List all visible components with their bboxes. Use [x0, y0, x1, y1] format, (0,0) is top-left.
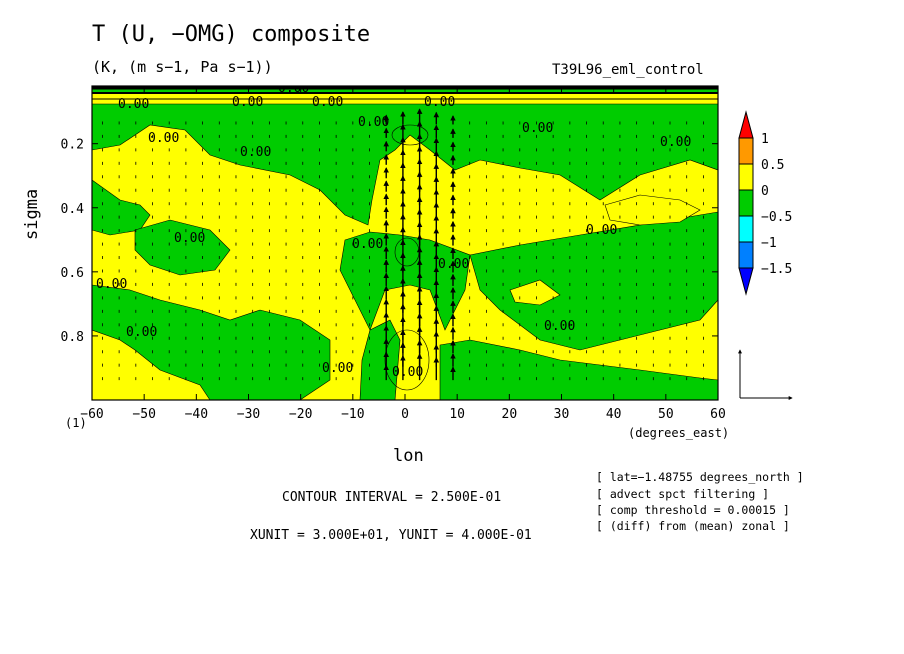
x-tick-label: −30 — [237, 407, 260, 422]
x-tick-label: 0 — [401, 407, 409, 422]
vector-units: XUNIT = 3.000E+01, YUNIT = 4.000E-01 — [250, 528, 532, 543]
x-tick-label: −20 — [289, 407, 312, 422]
neg-region-left-mid — [92, 179, 151, 236]
colorbar-top-triangle — [738, 110, 754, 139]
contour-label: 0.00 — [278, 81, 309, 96]
colorbar-bottom-triangle — [738, 267, 754, 296]
colorbar-label: 0 — [761, 184, 769, 199]
colorbar-label: −1.5 — [761, 262, 792, 277]
pos-pocket-right — [509, 279, 561, 306]
note-filtering: [ advect spct filtering ] — [596, 487, 770, 501]
colorbar: 1 0.5 0 −0.5 −1 −1.5 — [738, 110, 792, 296]
contour-label: 0.00 — [148, 131, 179, 146]
contour-label: 0.00 — [312, 95, 343, 110]
contour-label: 0.00 — [358, 115, 389, 130]
colorbar-segment — [738, 215, 754, 243]
contour-label: 0.00 — [660, 135, 691, 150]
note-diff: [ (diff) from (mean) zonal ] — [596, 519, 790, 533]
y-tick-label: 0.4 — [61, 202, 85, 217]
colorbar-label: 1 — [761, 132, 769, 147]
x-tick-label: 40 — [606, 407, 622, 422]
neg-region-right — [469, 211, 718, 351]
wind-vectors — [102, 108, 704, 381]
chart-units: (K, (m s−1, Pa s−1)) — [92, 58, 273, 76]
x-axis: −60 −50 −40 −30 −20 −10 0 10 20 30 40 50 60 — [80, 86, 726, 422]
contour-label: 0.00 — [232, 95, 263, 110]
y-axis: 0.2 0.4 0.6 0.8 — [61, 138, 718, 345]
contour-label: 0.00 — [322, 361, 353, 376]
x-tick-label: 30 — [554, 407, 570, 422]
x-tick-label: 50 — [658, 407, 674, 422]
contour-labels: 0.000.000.000.000.000.000.000.000.000.00… — [96, 81, 691, 380]
neg-region-lower-left — [92, 284, 331, 400]
x-tick-label: −40 — [185, 407, 208, 422]
contour-label: 0.00 — [522, 121, 553, 136]
contour-interval: CONTOUR INTERVAL = 2.500E-01 — [282, 490, 502, 505]
colorbar-segment — [738, 241, 754, 269]
contour-label: 0.00 — [174, 231, 205, 246]
colorbar-label: 0.5 — [761, 158, 784, 173]
contour-ring-3 — [391, 124, 429, 146]
contour-label: 0.00 — [586, 223, 617, 238]
contour-label: 0.00 — [352, 237, 383, 252]
y-axis-label: sigma — [22, 188, 42, 240]
contour-label: 0.00 — [96, 277, 127, 292]
note-threshold: [ comp threshold = 0.00015 ] — [596, 503, 790, 517]
contour-label: 0.00 — [240, 145, 271, 160]
y-tick-label: 0.2 — [61, 138, 84, 153]
y-tick-label: 0.6 — [61, 266, 84, 281]
x-tick-label: −60 — [80, 407, 103, 422]
y-tick-label: 0.8 — [61, 330, 84, 345]
reference-vector — [738, 349, 793, 400]
neg-region-lower-right — [439, 339, 718, 400]
contour-label: 0.00 — [392, 365, 423, 380]
colorbar-label: −0.5 — [761, 210, 792, 225]
chart-title: T (U, −OMG) composite — [92, 22, 371, 47]
x-tick-label: −10 — [341, 407, 364, 422]
x-axis-label: lon — [393, 446, 424, 466]
contour-label: 0.00 — [118, 97, 149, 112]
x-tick-label: 20 — [502, 407, 518, 422]
colorbar-segment — [738, 189, 754, 217]
x-tick-label: 60 — [710, 407, 726, 422]
x-tick-label: −50 — [132, 407, 155, 422]
colorbar-segment — [738, 137, 754, 165]
x-marker: (1) — [65, 416, 87, 430]
colorbar-segment — [738, 163, 754, 191]
neg-region-bottom-center — [359, 319, 401, 400]
contour-label: 0.00 — [544, 319, 575, 334]
contour-label: 0.00 — [126, 325, 157, 340]
contour-label: 0.00 — [438, 257, 469, 272]
neg-region-left — [134, 219, 231, 276]
pos-pocket-upper-right — [604, 194, 701, 226]
x-tick-label: 10 — [449, 407, 465, 422]
colorbar-label: −1 — [761, 236, 777, 251]
contour-label: 0.00 — [424, 95, 455, 110]
x-axis-units: (degrees_east) — [628, 426, 730, 440]
note-latitude: [ lat=−1.48755 degrees_north ] — [596, 470, 804, 484]
run-name: T39L96_eml_control — [552, 62, 704, 78]
contour-ring-2 — [384, 329, 430, 391]
